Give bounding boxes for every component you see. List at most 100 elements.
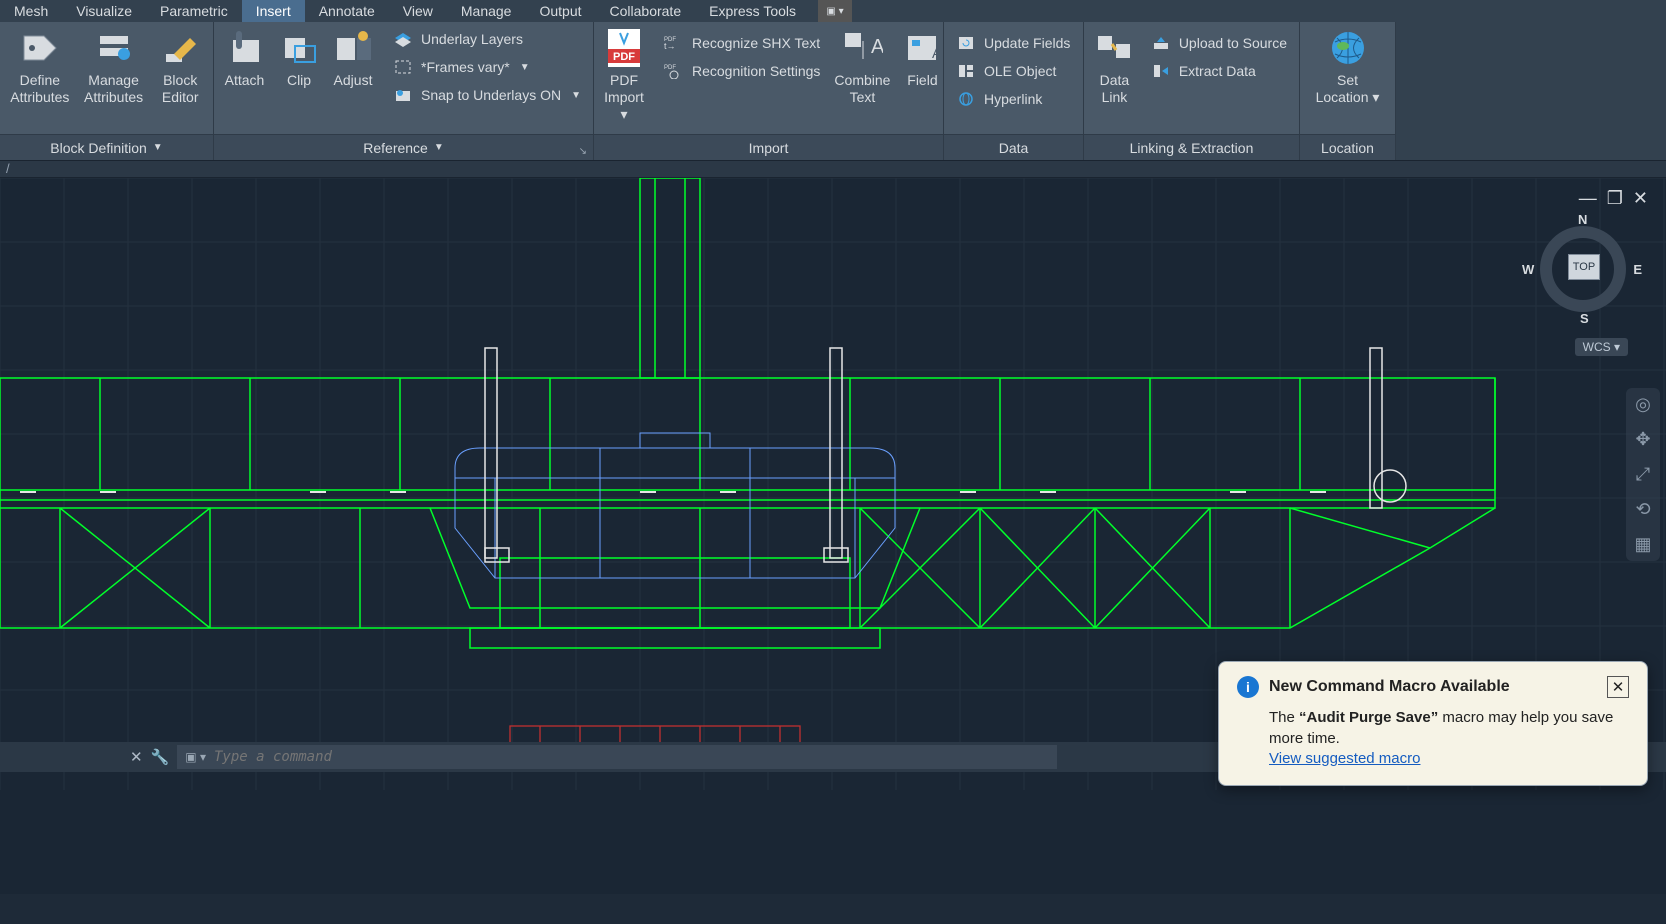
combine-text-button[interactable]: A Combine Text [834,28,890,106]
panel-title-location: Location [1300,134,1395,160]
menu-item-manage[interactable]: Manage [447,0,526,22]
showmotion-icon[interactable]: ▦ [1634,534,1651,555]
combine-text-label: Combine Text [834,72,890,106]
panel-import: PDF PDF Import ▾ PDFt→Recognize SHX Text… [594,22,944,160]
ole-object-button[interactable]: OLE Object [952,60,1074,82]
menu-item-parametric[interactable]: Parametric [146,0,242,22]
breadcrumb: / [0,160,1666,178]
manage-attributes-label: Manage Attributes [82,72,146,106]
tag-icon [18,28,62,68]
close-button[interactable]: ✕ [1633,188,1648,209]
clip-button[interactable]: Clip [277,28,321,89]
menu-bar: MeshVisualizeParametricInsertAnnotateVie… [0,0,1666,22]
menu-item-collaborate[interactable]: Collaborate [596,0,696,22]
viewcube-east[interactable]: E [1633,262,1642,277]
hyperlink-button[interactable]: Hyperlink [952,88,1074,110]
snap-icon [393,86,413,104]
toast-body: The “Audit Purge Save” macro may help yo… [1269,708,1629,769]
tags-icon [92,28,136,68]
update-fields-button[interactable]: Update Fields [952,32,1074,54]
full-nav-wheel-icon[interactable]: ◎ [1635,394,1651,415]
command-prompt-icon: ▣ ▾ [185,750,206,764]
dialog-launcher-icon[interactable]: ↘ [579,146,587,157]
toast-close-button[interactable]: ✕ [1607,676,1629,698]
view-cube[interactable]: TOP N E S W [1528,214,1638,324]
menu-item-insert[interactable]: Insert [242,0,305,22]
viewcube-face[interactable]: TOP [1568,254,1600,280]
data-link-button[interactable]: Data Link [1092,28,1137,106]
ole-icon [956,62,976,80]
field-label: Field [907,72,937,89]
viewcube-north[interactable]: N [1578,212,1587,227]
snap-underlays-button[interactable]: Snap to Underlays ON▼ [389,84,585,106]
command-close-button[interactable]: ✕ [130,748,143,766]
menu-item-visualize[interactable]: Visualize [62,0,146,22]
macro-notification: i New Command Macro Available ✕ The “Aud… [1218,661,1648,786]
pan-icon[interactable]: ✥ [1635,429,1650,450]
maximize-button[interactable]: ❐ [1607,188,1623,209]
field-icon: A [900,28,944,68]
panel-linking-extraction: Data Link Upload to Source Extract Data … [1084,22,1300,160]
minimize-button[interactable]: — [1579,188,1597,209]
svg-text:A: A [932,45,942,61]
panel-title-linking: Linking & Extraction [1084,134,1299,160]
set-location-button[interactable]: Set Location ▾ [1312,28,1384,106]
info-icon: i [1237,676,1259,698]
clip-label: Clip [287,72,311,89]
data-link-label: Data Link [1092,72,1137,106]
zoom-extents-icon[interactable]: ⤢ [1636,464,1650,485]
manage-attributes-button[interactable]: Manage Attributes [82,28,146,106]
panel-title-import: Import [594,134,943,160]
define-attributes-button[interactable]: Define Attributes [8,28,72,106]
drawing-viewport[interactable]: — ❐ ✕ TOP N E S W WCS ▾ ◎ ✥ ⤢ ⟲ ▦ ✕ 🔧 ▣ … [0,178,1666,790]
menu-item-express-tools[interactable]: Express Tools [695,0,810,22]
adjust-button[interactable]: Adjust [331,28,375,89]
recognize-shx-button[interactable]: PDFt→Recognize SHX Text [660,32,824,54]
clip-icon [223,28,267,68]
define-attributes-label: Define Attributes [8,72,72,106]
upload-icon [1151,34,1171,52]
panel-reference: Attach Clip Adjust Underlay Layers *Fram… [214,22,594,160]
svg-text:PDF: PDF [664,65,676,71]
menu-item-view[interactable]: View [389,0,447,22]
upload-to-source-button[interactable]: Upload to Source [1147,32,1291,54]
menu-item-output[interactable]: Output [525,0,595,22]
recognition-settings-button[interactable]: PDFRecognition Settings [660,60,824,82]
panel-title-reference[interactable]: Reference▼↘ [214,134,593,160]
panel-title-data: Data [944,134,1083,160]
globe-icon [1326,28,1370,68]
pdf-import-button[interactable]: PDF PDF Import ▾ [602,28,646,122]
toast-title: New Command Macro Available [1269,678,1597,696]
menu-item-annotate[interactable]: Annotate [305,0,389,22]
viewcube-south[interactable]: S [1580,311,1589,326]
view-macro-link[interactable]: View suggested macro [1269,750,1420,767]
datalink-icon [1092,28,1136,68]
panel-title-block-definition[interactable]: Block Definition▼ [0,134,213,160]
block-editor-button[interactable]: Block Editor [155,28,205,106]
attach-button[interactable]: Attach [222,28,267,89]
field-button[interactable]: A Field [900,28,944,89]
combine-icon: A [840,28,884,68]
update-icon [956,34,976,52]
svg-text:PDF: PDF [613,51,635,63]
frame-icon [393,58,413,76]
extract-data-button[interactable]: Extract Data [1147,60,1291,82]
orbit-icon[interactable]: ⟲ [1635,499,1650,520]
frames-vary-button[interactable]: *Frames vary*▼ [389,56,585,78]
attach-label: Attach [225,72,265,89]
svg-text:t→: t→ [664,41,676,51]
menu-item-mesh[interactable]: Mesh [0,0,62,22]
wcs-dropdown[interactable]: WCS ▾ [1575,338,1628,356]
pencil-icon [158,28,202,68]
ribbon: Define Attributes Manage Attributes Bloc… [0,22,1666,160]
help-dropdown[interactable]: ▣ ▾ [818,0,852,22]
command-input[interactable] [214,749,1049,765]
sliders-icon [331,28,375,68]
command-customize-icon[interactable]: 🔧 [151,748,170,766]
panel-location: Set Location ▾ Location [1300,22,1396,160]
command-input-wrapper[interactable]: ▣ ▾ [177,745,1057,769]
pdf-icon: PDF [602,28,646,68]
viewcube-west[interactable]: W [1522,262,1534,277]
link-icon [956,90,976,108]
underlay-layers-button[interactable]: Underlay Layers [389,28,585,50]
